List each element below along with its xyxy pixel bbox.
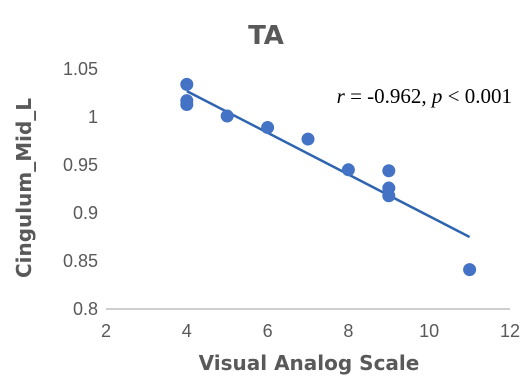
data-point [382, 164, 396, 178]
y-tick-label: 0.85 [63, 251, 98, 271]
data-point [180, 77, 194, 91]
y-tick-label: 0.8 [73, 299, 98, 319]
correlation-annotation: r = -0.962, p < 0.001 [337, 84, 512, 108]
y-tick-labels: 0.8 0.85 0.9 0.95 1 1.05 [63, 59, 98, 319]
x-tick-label: 12 [500, 321, 520, 341]
p-symbol: p [430, 84, 443, 108]
data-point [463, 263, 477, 277]
x-tick-label: 8 [343, 321, 353, 341]
data-point [180, 98, 194, 112]
data-points [180, 77, 477, 277]
p-value: < 0.001 [442, 84, 512, 108]
data-point [382, 189, 396, 203]
y-tick-label: 0.9 [73, 203, 98, 223]
chart-title: TA [248, 21, 284, 51]
x-axis-label: Visual Analog Scale [199, 351, 420, 375]
y-axis-label: Cingulum_Mid_L [12, 98, 36, 278]
data-point [341, 163, 355, 177]
x-tick-labels: 2 4 6 8 10 12 [101, 321, 520, 341]
y-tick-label: 0.95 [63, 155, 98, 175]
x-tick-label: 10 [419, 321, 439, 341]
x-tick-label: 2 [101, 321, 111, 341]
x-tick-label: 4 [182, 321, 192, 341]
y-tick-label: 1.05 [63, 59, 98, 79]
y-tick-label: 1 [88, 107, 98, 127]
data-point [220, 109, 234, 123]
data-point [301, 132, 315, 146]
data-point [261, 121, 275, 135]
r-value: = -0.962, [345, 84, 432, 108]
x-tick-label: 6 [263, 321, 273, 341]
trendline [186, 89, 471, 239]
r-symbol: r [337, 84, 346, 108]
